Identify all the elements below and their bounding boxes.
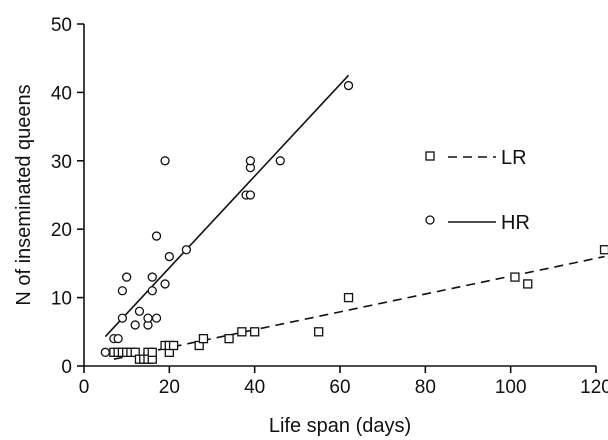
y-tick-label: 50 <box>51 15 72 36</box>
fit-line-lr <box>113 255 605 360</box>
data-point-hr <box>275 156 285 166</box>
data-point-hr <box>117 313 128 323</box>
data-point-hr <box>151 231 162 241</box>
data-point-lr <box>198 333 209 344</box>
y-ticks: 0 10 20 30 40 50 <box>51 15 84 378</box>
data-point-hr <box>160 156 170 166</box>
data-point-lr <box>599 245 608 255</box>
legend-item-hr: HR <box>425 212 530 234</box>
legend-hr-label: HR <box>501 212 530 234</box>
data-point-hr <box>147 286 157 296</box>
data-point-hr <box>134 306 145 316</box>
axes <box>83 24 596 367</box>
data-point-hr <box>100 347 110 357</box>
x-ticks: 0 20 40 60 80 100 120 <box>79 366 608 398</box>
data-point-lr <box>523 279 533 289</box>
legend-lr-label: LR <box>501 147 527 169</box>
x-tick-label: 40 <box>244 377 265 398</box>
y-tick-label: 40 <box>51 83 72 104</box>
fit-line-hr <box>104 74 350 338</box>
x-tick-label: 80 <box>415 377 436 398</box>
x-tick-label: 0 <box>79 377 90 398</box>
data-point-lr <box>314 327 324 337</box>
data-point-hr <box>343 80 354 91</box>
legend-lr-square-marker <box>425 151 435 161</box>
data-point-lr <box>343 292 354 303</box>
legend-item-lr: LR <box>425 147 527 169</box>
data-point-hr <box>113 333 123 344</box>
data-point-hr <box>143 313 153 323</box>
data-point-hr <box>245 156 256 166</box>
legend-hr-circle-marker <box>425 215 435 225</box>
y-axis-title: N of inseminated queens <box>13 84 35 305</box>
x-tick-label: 120 <box>580 377 608 398</box>
data-point-hr <box>130 320 140 330</box>
data-point-hr <box>164 251 174 262</box>
data-point-lr <box>147 347 157 357</box>
data-point-hr <box>117 286 128 296</box>
data-point-hr <box>245 190 256 200</box>
x-tick-label: 60 <box>329 377 350 398</box>
data-points <box>100 80 608 364</box>
data-point-hr <box>147 272 157 282</box>
data-point-lr <box>224 333 234 344</box>
data-point-hr <box>160 279 170 289</box>
data-point-hr <box>122 272 132 282</box>
x-axis-title: Life span (days) <box>269 415 411 437</box>
legend: LR HR <box>425 147 530 234</box>
data-point-lr <box>510 272 520 282</box>
y-tick-label: 0 <box>61 357 72 378</box>
y-tick-label: 30 <box>51 152 72 173</box>
data-point-hr <box>151 313 162 323</box>
y-tick-label: 10 <box>51 289 72 310</box>
x-tick-label: 100 <box>495 377 527 398</box>
data-point-lr <box>168 340 179 351</box>
x-tick-label: 20 <box>159 377 180 398</box>
data-point-hr <box>181 245 192 255</box>
y-tick-label: 20 <box>51 220 72 241</box>
data-point-lr <box>250 327 260 337</box>
data-point-lr <box>237 327 247 337</box>
